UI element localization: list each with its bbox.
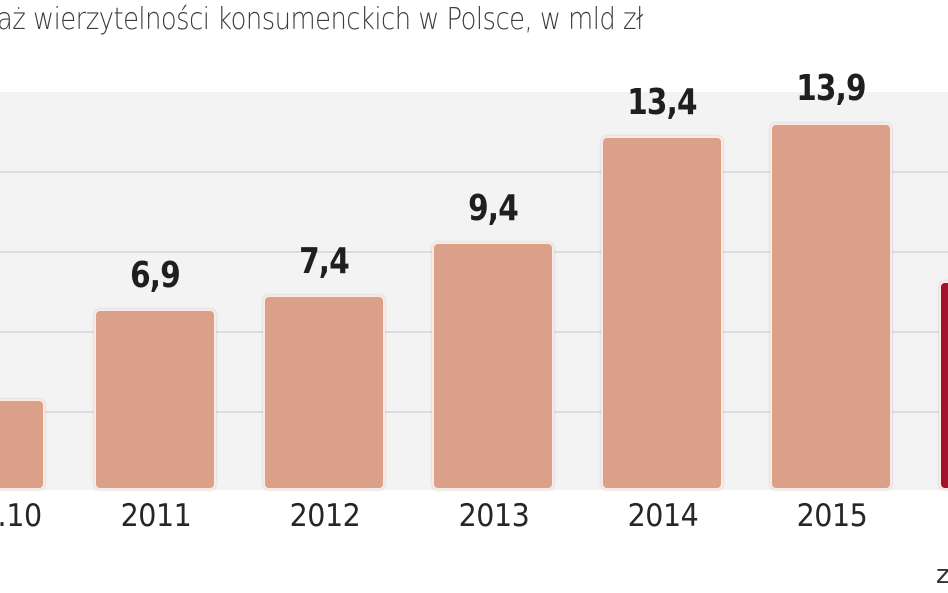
category-label: I p…	[927, 498, 948, 534]
bar-2011	[94, 309, 216, 490]
bar-2015	[770, 123, 892, 490]
bar-2010	[0, 399, 45, 490]
category-label: …10	[0, 498, 42, 534]
value-label: 13,4	[627, 82, 697, 123]
bar-highlight	[939, 281, 948, 490]
value-label: …5	[0, 345, 36, 386]
category-label: 2012	[289, 498, 361, 534]
value-label: 7,4	[299, 241, 350, 282]
chart-title: aż wierzytelności konsumenckich w Polsce…	[0, 2, 643, 37]
source-note: z	[936, 560, 948, 590]
value-label: 9,4	[468, 188, 519, 229]
gridline	[0, 171, 948, 173]
bar-2012	[263, 295, 385, 490]
category-label: 2011	[120, 498, 192, 534]
value-label: 6,9	[130, 255, 181, 296]
bar-2014	[601, 136, 723, 490]
bar-2013	[432, 242, 554, 490]
category-label: 2013	[458, 498, 530, 534]
category-label: 2015	[796, 498, 868, 534]
value-label: 13,9	[796, 68, 866, 109]
category-label: 2014	[627, 498, 699, 534]
